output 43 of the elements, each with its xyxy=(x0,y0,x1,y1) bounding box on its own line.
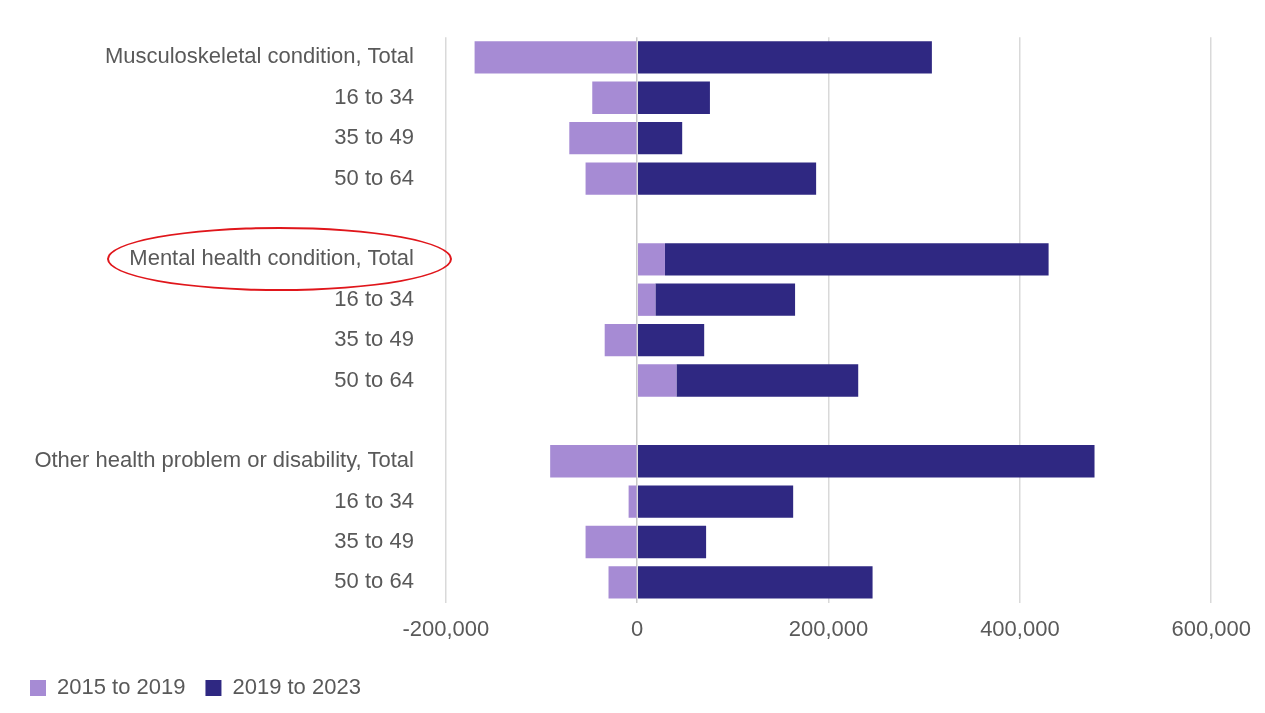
x-tick-label: 400,000 xyxy=(980,615,1060,641)
legend-label: 2019 to 2023 xyxy=(232,674,361,700)
bar xyxy=(585,525,637,559)
y-tick-label: 35 to 49 xyxy=(334,124,414,150)
y-tick-label: 16 to 34 xyxy=(334,487,414,513)
bar xyxy=(676,364,859,397)
y-tick-label: 35 to 49 xyxy=(334,326,414,352)
bar xyxy=(637,162,817,195)
bar xyxy=(550,445,637,478)
x-tick-label: 200,000 xyxy=(788,615,869,641)
bar xyxy=(637,485,794,518)
y-tick-label: 16 to 34 xyxy=(334,285,414,311)
bar xyxy=(585,162,637,195)
x-tick-label: 600,000 xyxy=(1171,615,1251,641)
bar xyxy=(637,122,683,155)
bar xyxy=(592,81,637,114)
bar xyxy=(637,81,710,114)
y-tick-label: Mental health condition, Total xyxy=(129,245,414,271)
bar xyxy=(569,122,637,155)
bar xyxy=(637,525,707,559)
bar xyxy=(637,41,932,74)
y-tick-label: 35 to 49 xyxy=(334,528,414,554)
bar xyxy=(637,283,656,316)
bar xyxy=(637,364,677,397)
y-tick-label: Other health problem or disability, Total xyxy=(34,447,414,473)
bar xyxy=(628,485,637,518)
bar xyxy=(637,323,705,357)
bar xyxy=(655,283,796,316)
bar xyxy=(664,243,1049,276)
x-tick-label: -200,000 xyxy=(402,615,490,641)
y-tick-label: 50 to 64 xyxy=(334,366,414,392)
bar xyxy=(604,323,637,357)
y-tick-label: 50 to 64 xyxy=(334,568,414,594)
bar xyxy=(637,445,1095,478)
legend-label: 2015 to 2019 xyxy=(57,674,186,700)
y-tick-label: Musculoskeletal condition, Total xyxy=(104,43,414,69)
x-tick-label: 0 xyxy=(631,615,644,641)
y-tick-label: 16 to 34 xyxy=(334,83,414,109)
y-tick-label: 50 to 64 xyxy=(334,164,414,190)
bar xyxy=(637,243,665,276)
bar xyxy=(637,566,873,599)
bar xyxy=(474,41,637,74)
bar xyxy=(608,566,637,599)
